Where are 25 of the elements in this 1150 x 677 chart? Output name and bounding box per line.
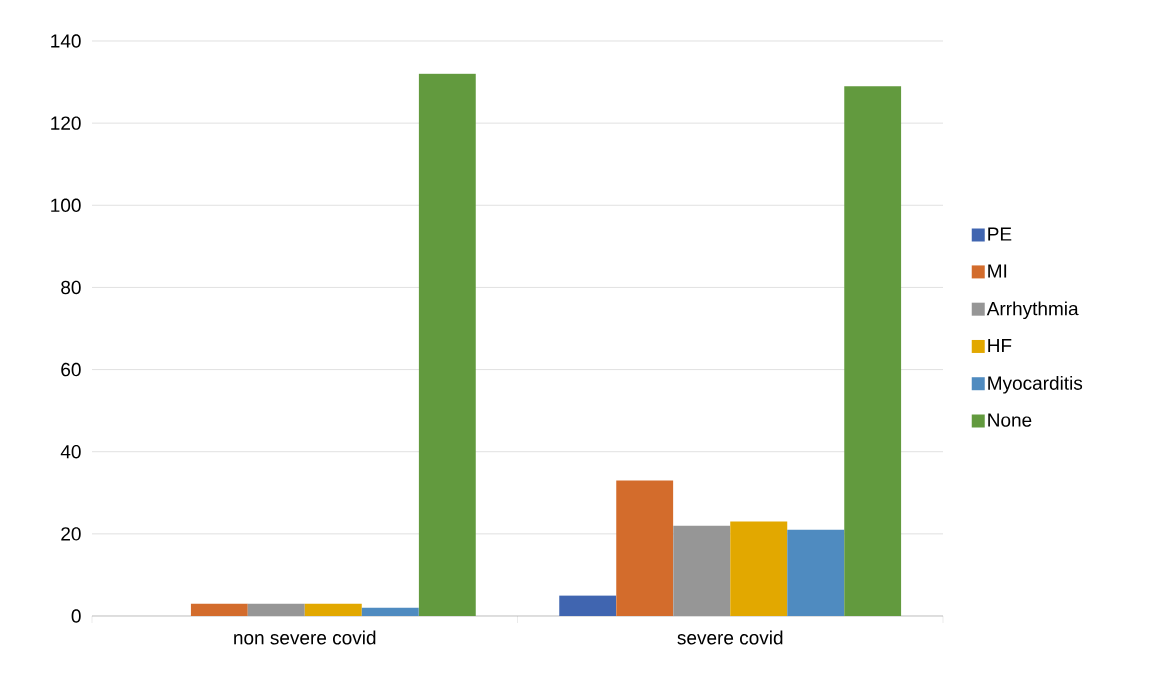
bar — [361, 607, 419, 616]
legend-label: Arrhythmia — [986, 301, 1079, 320]
bar — [418, 73, 476, 616]
y-tick-label: 100 — [51, 198, 81, 213]
bar — [844, 86, 902, 616]
legend-label: HF — [988, 339, 1012, 353]
bar — [304, 603, 362, 616]
bar — [730, 521, 788, 616]
legend-label: None — [988, 413, 1032, 427]
y-tick-label: 0 — [71, 609, 81, 623]
x-tick-label: non severe covid — [234, 630, 376, 645]
y-tick-label: 60 — [61, 362, 81, 377]
x-tick-label: severe covid — [677, 630, 783, 645]
bar — [787, 529, 845, 616]
legend-label: PE — [988, 227, 1012, 241]
bar — [190, 603, 248, 616]
y-tick-label: 40 — [60, 444, 81, 459]
legend-label: MI — [988, 264, 1007, 278]
y-tick-label: 80 — [61, 280, 81, 295]
legend-label: Myocarditis — [988, 375, 1083, 394]
y-tick-label: 120 — [51, 116, 81, 130]
bar — [559, 595, 617, 616]
bar — [616, 480, 674, 616]
y-tick-label: 20 — [61, 527, 81, 541]
y-tick-label: 140 — [51, 34, 81, 48]
